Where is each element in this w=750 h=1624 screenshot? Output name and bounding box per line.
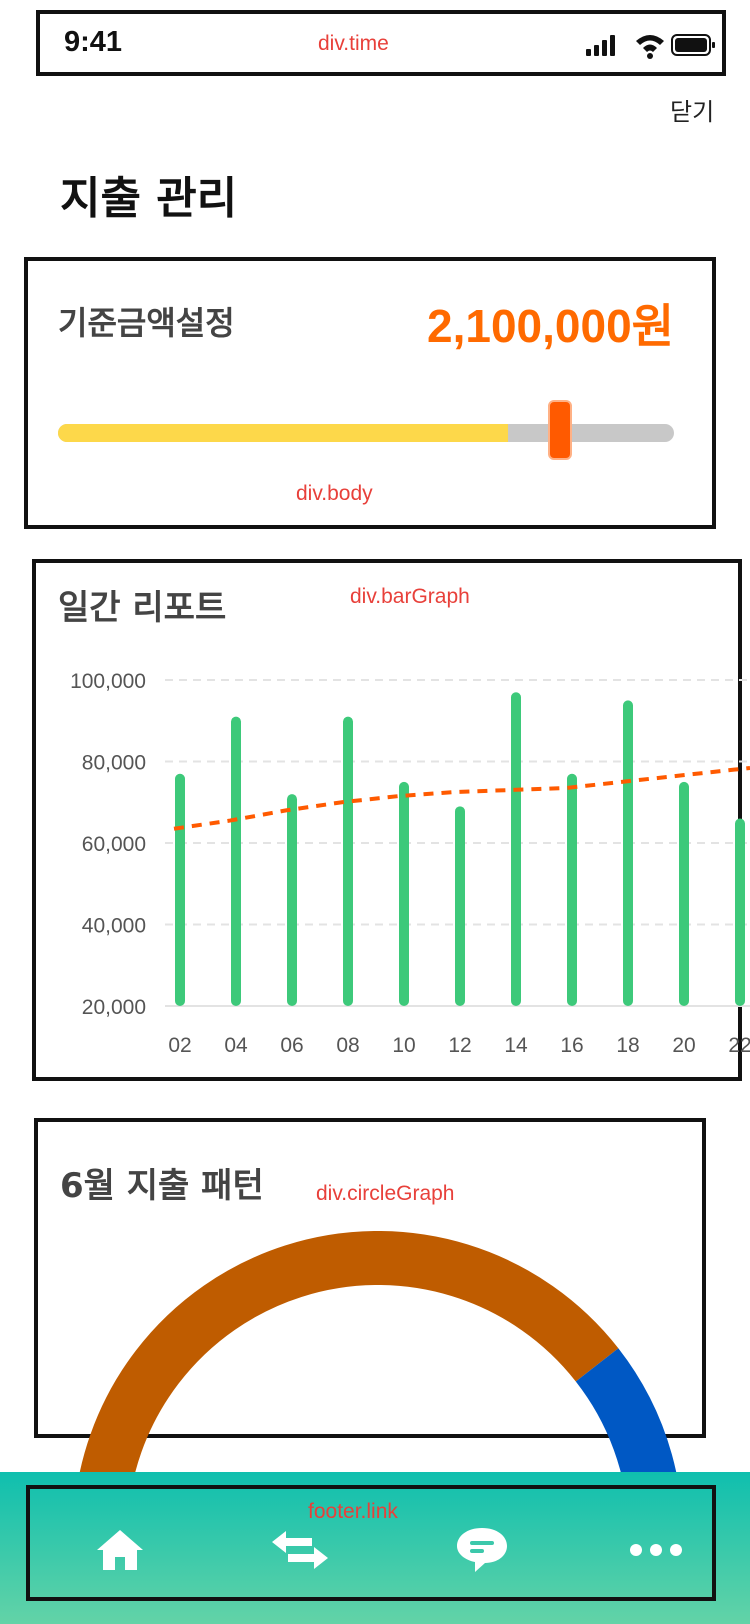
page-title: 지출 관리 (60, 173, 238, 224)
y-tick-label: 20,000 (82, 996, 146, 1019)
x-tick-label: 18 (616, 1034, 639, 1057)
bar-02 (175, 773, 185, 1006)
exchange-icon (272, 1531, 328, 1569)
bar-08 (343, 716, 353, 1006)
x-tick-label: 12 (448, 1034, 471, 1057)
x-tick-label: 06 (280, 1034, 303, 1057)
nav-exchange-button[interactable] (264, 1520, 336, 1580)
status-icons (586, 34, 715, 59)
home-icon (97, 1530, 143, 1570)
close-button[interactable]: 닫기 (670, 98, 715, 126)
daily-bar-chart: 20,000 40,000 60,000 80,000 100,000 02 04 06 08… (70, 670, 750, 1057)
x-tick-label: 16 (560, 1034, 583, 1057)
bar-16 (567, 773, 577, 1006)
nav-more-button[interactable] (620, 1520, 692, 1580)
bar-04 (231, 716, 241, 1006)
signal-icon (586, 35, 615, 56)
nav-chat-button[interactable] (446, 1520, 518, 1580)
bar-14 (511, 692, 521, 1006)
x-tick-label: 08 (336, 1034, 359, 1057)
x-tick-label: 22 (728, 1034, 750, 1057)
annotation-body: div.body (296, 482, 373, 505)
budget-card (24, 257, 716, 529)
spending-donut-chart (79, 1231, 677, 1472)
annotation-circlegraph: div.circleGraph (316, 1182, 455, 1205)
nav-home-button[interactable] (84, 1520, 156, 1580)
bar-06 (287, 794, 297, 1006)
x-tick-label: 10 (392, 1034, 415, 1057)
bar-10 (399, 781, 409, 1006)
monthly-pattern-card (34, 1118, 706, 1438)
donut-segment-blue (575, 1348, 677, 1472)
annotation-time: div.time (318, 32, 389, 55)
y-tick-label: 40,000 (82, 915, 146, 938)
annotation-footer: footer.link (308, 1500, 398, 1523)
daily-report-title: 일간 리포트 (58, 588, 227, 628)
x-tick-label: 14 (504, 1034, 528, 1057)
status-time: 9:41 (64, 26, 123, 58)
x-tick-label: 04 (224, 1034, 248, 1057)
bar-18 (623, 700, 633, 1006)
footer-frame (26, 1485, 716, 1601)
x-tick-label: 20 (672, 1034, 695, 1057)
budget-slider-track[interactable] (58, 424, 674, 442)
wifi-icon (636, 35, 664, 59)
x-tick-label: 02 (168, 1034, 191, 1057)
annotation-bargraph: div.barGraph (350, 585, 470, 608)
y-tick-label: 80,000 (82, 752, 146, 775)
y-tick-label: 100,000 (70, 670, 146, 693)
battery-icon (671, 34, 715, 56)
donut-segment-brown (79, 1231, 619, 1472)
bar-20 (679, 781, 689, 1006)
bar-12 (455, 806, 465, 1006)
more-icon (630, 1544, 682, 1556)
y-tick-label: 60,000 (82, 833, 146, 856)
budget-label: 기준금액설정 (58, 304, 235, 342)
budget-slider-fill (58, 424, 508, 442)
status-bar-frame (36, 10, 726, 76)
trend-line (173, 766, 750, 831)
chat-icon (457, 1528, 507, 1572)
budget-slider-thumb[interactable] (547, 400, 572, 460)
budget-amount: 2,100,000원 (427, 300, 674, 352)
bar-22 (735, 818, 745, 1006)
monthly-pattern-title: 6월 지출 패턴 (60, 1166, 264, 1206)
